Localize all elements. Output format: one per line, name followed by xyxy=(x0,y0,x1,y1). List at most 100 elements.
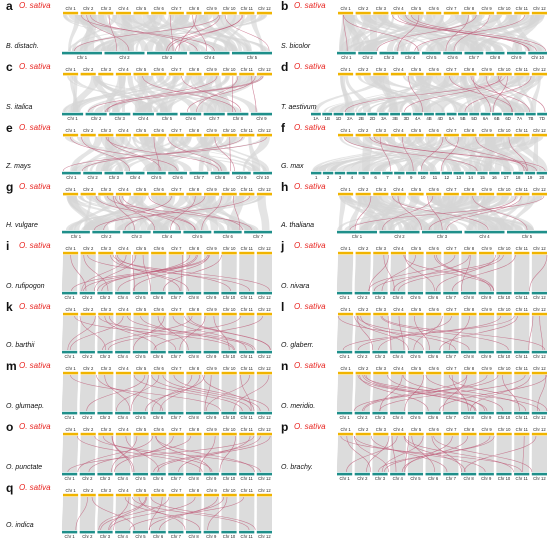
query-chromosome xyxy=(354,291,370,295)
query-chromosome xyxy=(524,171,536,175)
highlight-link xyxy=(343,14,419,52)
query-chromosome-label: Chr 2 xyxy=(82,354,93,359)
reference-chromosome xyxy=(221,371,237,375)
reference-species-name: O. sativa xyxy=(19,241,51,250)
collinear-block xyxy=(478,255,495,291)
reference-chromosome-label: Chr 3 xyxy=(376,187,387,192)
query-chromosome-label: Chr 3 xyxy=(100,354,111,359)
reference-chromosome xyxy=(443,251,459,255)
rearrangement-link xyxy=(213,315,230,351)
synteny-block xyxy=(67,196,97,230)
synteny-block xyxy=(135,76,253,112)
reference-chromosome-label: Chr 9 xyxy=(481,128,492,133)
reference-chromosome xyxy=(133,11,149,15)
rearrangement-link xyxy=(398,254,504,292)
rearrangement-link xyxy=(404,435,514,473)
synteny-block xyxy=(366,15,514,51)
reference-chromosome-label: Chr 9 xyxy=(206,307,217,312)
query-chromosome-label: 5D xyxy=(471,116,477,121)
reference-chromosome xyxy=(151,133,167,137)
reference-chromosome-label: Chr 11 xyxy=(241,488,254,493)
query-chromosome xyxy=(203,350,219,354)
reference-chromosome xyxy=(531,192,547,196)
synteny-block xyxy=(374,76,525,112)
reference-chromosome xyxy=(133,493,149,497)
reference-chromosome xyxy=(80,11,96,15)
query-chromosome xyxy=(379,230,420,234)
reference-chromosome xyxy=(186,432,202,436)
reference-chromosome xyxy=(133,312,149,316)
query-chromosome xyxy=(453,171,464,175)
reference-chromosome xyxy=(239,493,255,497)
reference-chromosome xyxy=(98,72,114,76)
synteny-block xyxy=(68,15,80,51)
reference-chromosome xyxy=(461,312,477,316)
synteny-block xyxy=(406,76,465,112)
query-chromosome xyxy=(62,230,90,234)
reference-chromosome xyxy=(80,251,96,255)
query-chromosome xyxy=(525,112,536,116)
query-chromosome-label: 19 xyxy=(527,175,532,180)
reference-chromosome-label: Chr 2 xyxy=(358,366,369,371)
reference-chromosome-label: Chr 2 xyxy=(358,427,369,432)
query-chromosome-label: Chr 1 xyxy=(64,354,75,359)
query-chromosome-label: Chr 11 xyxy=(516,415,529,420)
reference-chromosome xyxy=(115,192,131,196)
reference-chromosome-label: Chr 10 xyxy=(223,366,236,371)
query-species-name: A. thaliana xyxy=(281,222,315,229)
reference-chromosome-label: Chr 7 xyxy=(446,6,457,11)
reference-chromosome-label: Chr 7 xyxy=(446,307,457,312)
reference-chromosome xyxy=(115,432,131,436)
reference-chromosome xyxy=(373,72,389,76)
rearrangement-link xyxy=(86,374,146,412)
rearrangement-link xyxy=(381,435,424,473)
collinear-block xyxy=(460,316,477,350)
query-chromosome-label: Chr 5 xyxy=(135,476,146,481)
reference-chromosome-label: Chr 3 xyxy=(101,187,112,192)
query-chromosome xyxy=(346,171,357,175)
reference-chromosome xyxy=(239,133,255,137)
collinear-block xyxy=(372,316,389,350)
reference-species-name: O. sativa xyxy=(19,182,51,191)
reference-chromosome xyxy=(514,11,530,15)
query-chromosome-label: 6A xyxy=(483,116,488,121)
reference-chromosome-label: Chr 6 xyxy=(154,366,165,371)
highlight-link xyxy=(369,136,546,172)
reference-species-name: O. sativa xyxy=(294,182,326,191)
reference-chromosome-label: Chr 8 xyxy=(189,128,200,133)
highlight-link xyxy=(427,195,443,231)
query-chromosome xyxy=(424,112,434,116)
query-chromosome-label: 6D xyxy=(505,116,511,121)
reference-chromosome-label: Chr 3 xyxy=(376,246,387,251)
reference-chromosome-label: Chr 2 xyxy=(83,128,94,133)
query-chromosome-label: Chr 4 xyxy=(405,55,416,60)
query-chromosome-label: Chr 3 xyxy=(100,295,111,300)
reference-chromosome-label: Chr 3 xyxy=(376,427,387,432)
rearrangement-link xyxy=(102,435,213,473)
query-chromosome xyxy=(125,171,145,175)
reference-chromosome xyxy=(531,251,547,255)
highlight-link xyxy=(397,195,422,231)
query-chromosome-label: Chr 8 xyxy=(463,295,474,300)
reference-chromosome xyxy=(151,11,167,15)
reference-chromosome-label: Chr 2 xyxy=(83,366,94,371)
reference-chromosome-label: Chr 4 xyxy=(393,246,404,251)
synteny-block xyxy=(158,15,237,51)
reference-chromosome xyxy=(204,251,220,255)
synteny-block xyxy=(369,15,378,51)
panel-d: Chr 1 Chr 2 Chr 3 Chr 4 Chr 5 Chr 6 Chr 7 Chr 8… xyxy=(281,61,550,122)
query-chromosome xyxy=(221,530,237,534)
reference-chromosome xyxy=(221,133,237,137)
query-chromosome xyxy=(443,472,459,476)
query-species-name: O. meridio. xyxy=(281,403,316,410)
highlight-link xyxy=(169,14,174,52)
reference-chromosome xyxy=(373,11,389,15)
reference-chromosome xyxy=(461,432,477,436)
reference-chromosome xyxy=(531,312,547,316)
reference-chromosome xyxy=(408,312,424,316)
synteny-links xyxy=(339,14,547,52)
query-chromosome-label: Chr 4 xyxy=(118,534,129,539)
reference-chromosome-label: Chr 12 xyxy=(258,128,271,133)
query-chromosome-label: Chr 11 xyxy=(241,534,254,539)
query-chromosome-label: 7D xyxy=(539,116,545,121)
